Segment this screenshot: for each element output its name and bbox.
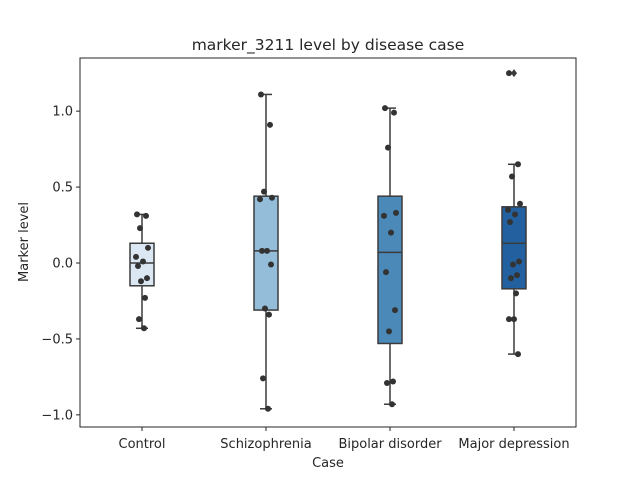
box-group-control	[129, 211, 155, 332]
data-point	[391, 109, 397, 116]
box-bipolar-disorder	[377, 195, 403, 345]
data-point	[267, 121, 273, 128]
data-point	[262, 305, 268, 312]
data-point	[269, 194, 275, 201]
data-point	[258, 91, 264, 98]
data-point	[510, 261, 516, 268]
y-tick-label: −0.5	[41, 332, 73, 347]
data-point	[383, 269, 389, 276]
data-point	[382, 105, 388, 112]
data-point	[137, 225, 143, 232]
data-point	[512, 211, 518, 218]
data-point	[268, 261, 274, 268]
data-point	[517, 200, 523, 207]
data-point	[513, 290, 519, 297]
data-point	[142, 294, 148, 301]
data-point	[134, 211, 140, 218]
x-axis: Control Schizophrenia Bipolar disorder Majo…	[119, 427, 570, 452]
y-tick-label: 1.0	[52, 105, 73, 120]
data-point	[386, 328, 392, 335]
data-point	[265, 405, 271, 412]
data-point	[506, 70, 512, 77]
outlier-marker	[511, 69, 517, 78]
box-major-depression	[501, 206, 527, 290]
box-group-bipolar-disorder	[377, 105, 403, 408]
data-point	[514, 272, 520, 279]
y-axis-label: Marker level	[17, 202, 32, 282]
box-group-major-depression	[501, 69, 527, 358]
y-axis: −1.0 −0.5 0.0 0.5 1.0	[41, 105, 80, 423]
data-point	[136, 316, 142, 323]
y-tick-label: −1.0	[41, 408, 73, 423]
data-point	[511, 316, 517, 323]
data-point	[509, 173, 515, 180]
y-tick-label: 0.0	[52, 257, 73, 272]
data-point	[393, 209, 399, 216]
data-point	[264, 247, 270, 254]
data-point	[515, 161, 521, 168]
data-point	[508, 275, 514, 282]
data-point	[389, 401, 395, 408]
data-point	[384, 379, 390, 386]
data-point	[140, 258, 146, 265]
data-point	[261, 188, 267, 195]
x-tick-label: Schizophrenia	[220, 437, 311, 452]
data-point	[506, 316, 512, 323]
data-point	[138, 278, 144, 285]
data-point	[516, 258, 522, 265]
data-point	[143, 212, 149, 219]
data-point	[144, 275, 150, 282]
x-tick-label: Bipolar disorder	[338, 437, 442, 452]
data-point	[390, 378, 396, 385]
data-point	[135, 263, 141, 270]
chart-title: marker_3211 level by disease case	[192, 36, 465, 55]
data-point	[385, 144, 391, 151]
data-point	[505, 206, 511, 213]
data-point	[257, 196, 263, 203]
y-tick-label: 0.5	[52, 181, 73, 196]
data-point	[266, 311, 272, 318]
data-point	[392, 307, 398, 314]
data-point	[259, 247, 265, 254]
plot-area	[129, 69, 527, 412]
data-point	[388, 229, 394, 236]
data-point	[515, 351, 521, 358]
data-point	[141, 325, 147, 332]
data-point	[133, 253, 139, 260]
data-point	[260, 375, 266, 382]
x-axis-label: Case	[312, 456, 344, 471]
x-tick-label: Major depression	[458, 437, 569, 452]
data-point	[507, 219, 513, 225]
plot-frame	[79, 57, 577, 428]
data-point	[145, 244, 151, 251]
x-tick-label: Control	[119, 437, 166, 452]
box-group-schizophrenia	[253, 91, 279, 412]
data-point	[381, 212, 387, 219]
